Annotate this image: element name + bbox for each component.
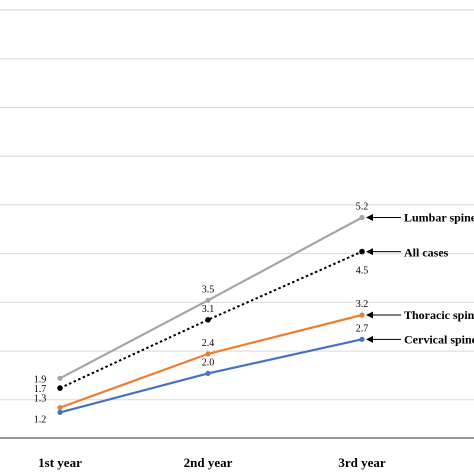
data-label: 2.4 <box>202 338 215 349</box>
data-point <box>359 248 365 255</box>
annotation-arrow-head <box>366 248 373 256</box>
data-label: 2.0 <box>202 357 215 368</box>
x-tick-label: 3rd year <box>338 455 386 470</box>
x-axis-tick-labels: 1st year 2nd year 3rd year <box>38 455 386 470</box>
data-point <box>57 375 63 381</box>
data-point <box>205 351 211 357</box>
data-label: 1.2 <box>34 414 47 425</box>
series-all-cases: All cases <box>57 246 449 391</box>
data-label: 1.9 <box>34 374 47 385</box>
data-label: 4.5 <box>356 266 369 277</box>
series-lines: Lumbar spine All cases Thoracic spine Cervi… <box>57 211 474 415</box>
data-point <box>57 405 63 411</box>
x-tick-label: 1st year <box>38 455 82 470</box>
series-lumbar-spine: Lumbar spine <box>57 211 474 381</box>
gridlines <box>0 9 474 401</box>
series-cervical-spine: Cervical spine <box>57 332 474 415</box>
data-label: 3.1 <box>202 304 215 315</box>
data-label: 5.2 <box>356 202 369 213</box>
data-label: 1.7 <box>34 384 47 395</box>
data-point <box>359 214 365 221</box>
annotation-arrow-head <box>366 311 373 319</box>
data-label: 3.2 <box>356 299 369 310</box>
series-name-label: All cases <box>404 246 449 260</box>
data-label: 3.5 <box>202 284 215 295</box>
data-point <box>359 312 365 318</box>
data-label: 2.7 <box>356 323 369 334</box>
data-point <box>57 385 63 391</box>
series-name-label: Thoracic spine <box>404 308 474 322</box>
x-tick-label: 2nd year <box>184 455 233 470</box>
series-name-label: Cervical spine <box>404 332 474 346</box>
data-point <box>205 297 211 303</box>
annotation-arrow-head <box>366 335 373 343</box>
series-name-label: Lumbar spine <box>404 211 474 225</box>
data-point <box>205 317 211 323</box>
annotation-arrow-head <box>366 214 373 222</box>
data-label: 1.3 <box>34 394 47 405</box>
series-line <box>59 250 363 390</box>
data-labels: 1.9 3.5 5.2 1.7 3.1 4.5 1.3 2.4 3.2 1.2 2.0 2.7 <box>34 202 369 426</box>
data-point <box>205 370 211 376</box>
series-thoracic-spine: Thoracic spine <box>57 308 474 411</box>
series-line <box>59 338 363 414</box>
data-point <box>57 409 63 415</box>
data-point <box>359 336 365 342</box>
